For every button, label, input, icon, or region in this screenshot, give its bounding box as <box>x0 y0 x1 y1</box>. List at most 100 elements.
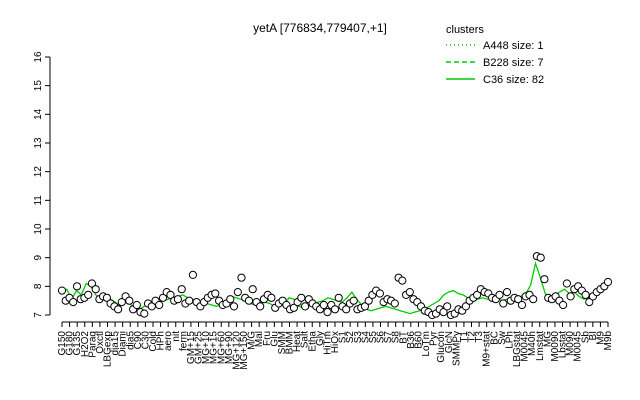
data-point <box>330 305 340 314</box>
data-point <box>237 273 246 282</box>
x-tick-label: M9 <box>595 331 606 345</box>
x-tick-label: M0045 <box>520 331 531 362</box>
x-tick-label: B60 <box>413 331 424 349</box>
x-tick-label: Glucon <box>436 331 447 363</box>
x-tick-label: C90 <box>133 331 144 350</box>
y-tick-label-8: 8 <box>33 283 44 289</box>
data-point <box>473 290 482 299</box>
data-point <box>125 296 134 305</box>
data-point <box>57 286 67 295</box>
data-point <box>158 293 168 302</box>
data-point <box>69 298 78 307</box>
data-point <box>297 293 306 302</box>
legend-label-b228: B228 size: 7 <box>483 57 544 69</box>
data-point <box>529 295 538 304</box>
data-point <box>211 289 220 298</box>
data-point <box>248 285 257 294</box>
data-point <box>349 296 358 305</box>
data-point <box>439 308 448 317</box>
x-tick-label: Gly <box>315 331 326 346</box>
data-point <box>398 276 407 285</box>
data-point <box>360 302 369 311</box>
x-tick-label: MG+60 <box>216 331 227 365</box>
data-point <box>581 290 590 299</box>
x-tick-label: M9b <box>603 331 614 351</box>
x-tick-label: SMMPy <box>451 331 462 366</box>
x-tick-label: GlcN <box>444 331 455 353</box>
y-tick-label-12: 12 <box>33 166 44 178</box>
x-tick-label: HiOx <box>330 331 341 353</box>
data-point <box>540 275 549 284</box>
legend-title: clusters <box>446 24 484 36</box>
x-tick-label: Heat <box>292 331 303 352</box>
y-tick-label-13: 13 <box>33 137 44 149</box>
x-tick-label: S5 <box>368 331 379 344</box>
data-point <box>233 288 242 297</box>
x-tick-label: Salt <box>300 331 311 348</box>
y-tick-label-15: 15 <box>33 80 44 92</box>
data-point <box>342 305 351 314</box>
x-tick-label: S1 <box>338 331 349 344</box>
data-point <box>166 290 175 299</box>
data-point <box>114 305 123 314</box>
data-point <box>267 293 276 302</box>
x-tick-label: B36 <box>406 331 417 349</box>
x-tick-label: Lbstat <box>558 331 569 358</box>
x-tick-label: aero <box>163 331 174 351</box>
x-tick-label: ferm <box>178 331 189 351</box>
x-tick-label: S7 <box>383 331 394 344</box>
data-point <box>72 282 82 291</box>
x-tick-label: Oxctl <box>95 331 106 354</box>
x-tick-label: dia15 <box>110 331 121 356</box>
x-tick-label: M/G <box>247 331 258 350</box>
x-tick-label: T2 <box>467 331 478 343</box>
x-tick-label: M9+stat <box>482 331 493 367</box>
data-point <box>185 296 194 305</box>
x-tick-label: Sb <box>580 331 591 344</box>
data-point <box>502 288 512 297</box>
x-tick-label: GM+25 <box>194 331 205 365</box>
x-tick-label: MG <box>542 331 553 347</box>
data-point <box>517 300 527 310</box>
data-point <box>132 300 141 310</box>
x-tick-label: GM+15 <box>186 331 197 365</box>
x-tick-label: T3 <box>474 331 485 343</box>
y-tick-label-9: 9 <box>33 254 44 260</box>
data-point <box>301 302 310 311</box>
x-tick-label: Diami <box>118 331 129 357</box>
data-point <box>244 296 254 305</box>
x-tick-label: S3 <box>353 331 364 344</box>
data-point <box>495 290 504 299</box>
chart-title: yetA [776834,779407,+1] <box>253 21 387 35</box>
x-tick-label: Sw <box>497 330 508 345</box>
x-tick-label: H2O2 <box>80 331 91 358</box>
x-tick-label: C30 <box>140 331 151 350</box>
y-tick-label-14: 14 <box>33 108 44 120</box>
data-point <box>566 292 575 301</box>
x-tick-label: G150 <box>57 331 68 356</box>
data-point <box>390 299 399 308</box>
x-tick-label: LoTm <box>421 331 432 357</box>
x-tick-label: Glu <box>269 331 280 347</box>
data-point <box>117 298 126 307</box>
x-tick-label: MG+90 <box>224 331 235 365</box>
data-point <box>155 300 164 310</box>
data-point <box>173 295 182 304</box>
data-point <box>375 289 384 298</box>
x-tick-label: Paraq <box>87 331 98 358</box>
data-point <box>87 279 97 288</box>
x-tick-label: nit <box>171 331 182 342</box>
x-axis: G150G180G135H2O2ParaqOxctlLBGexpdia15Dia… <box>57 321 614 370</box>
x-tick-label: T1 <box>459 331 470 343</box>
y-tick-label-16: 16 <box>33 51 44 63</box>
x-tick-label: HiTm <box>322 331 333 355</box>
data-point <box>443 302 452 311</box>
data-point <box>461 302 470 311</box>
data-point <box>289 303 298 312</box>
x-tick-label: LBGexp <box>103 331 114 368</box>
x-tick-label: BI <box>588 331 599 340</box>
data-point <box>559 300 568 310</box>
data-point <box>562 279 572 288</box>
x-tick-label: G180 <box>65 331 76 356</box>
